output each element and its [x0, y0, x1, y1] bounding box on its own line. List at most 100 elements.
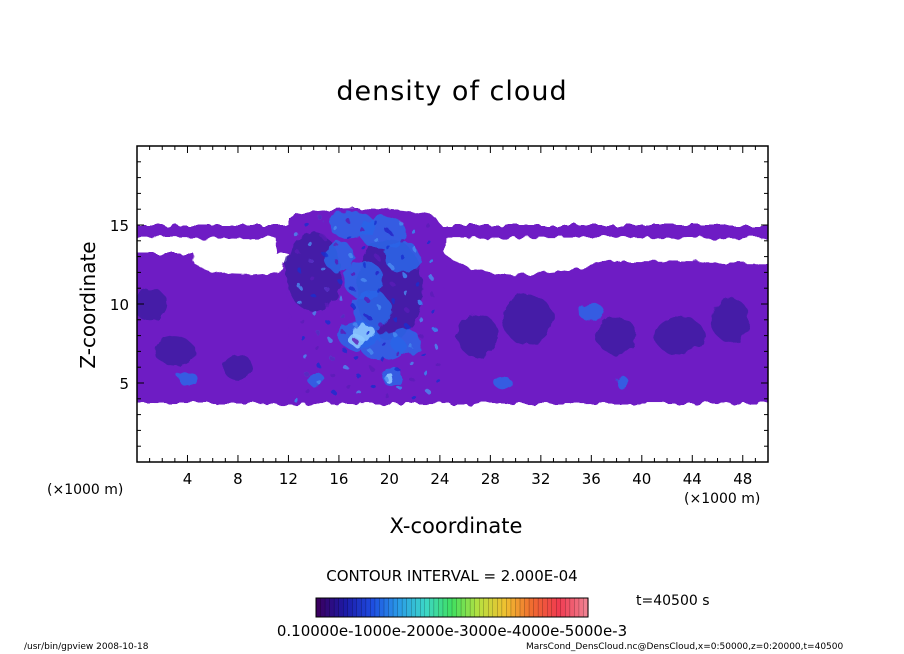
core-speckle — [321, 251, 326, 256]
colorbar-swatch — [438, 598, 444, 617]
colorbar-swatch — [510, 598, 517, 617]
core-speckle — [307, 241, 313, 247]
core-speckle — [404, 308, 410, 313]
core-speckle — [326, 320, 332, 326]
core-speckle — [300, 319, 305, 324]
core-speckle — [373, 237, 378, 242]
core-speckle — [358, 391, 363, 397]
core-speckle — [361, 262, 367, 267]
core-speckle — [330, 372, 335, 378]
core-speckle — [411, 395, 416, 400]
core-speckle — [360, 244, 366, 250]
low-density-patch — [596, 316, 637, 355]
colorbar-swatch — [560, 598, 566, 617]
core-speckle — [365, 314, 371, 319]
core-speckle — [343, 365, 348, 370]
colorbar-swatch — [569, 598, 575, 617]
colorbar-swatch — [529, 598, 535, 617]
core-speckle — [310, 276, 315, 281]
core-speckle — [331, 390, 337, 395]
y-axis-label: Z-coordinate — [76, 241, 100, 369]
colorbar-swatch — [420, 598, 426, 617]
colorbar-swatch — [325, 598, 331, 617]
colorbar-swatch — [465, 598, 471, 617]
core-speckle — [425, 222, 430, 228]
core-speckle — [325, 303, 330, 308]
colorbar-swatch — [542, 598, 548, 617]
core-speckle — [372, 219, 377, 225]
x-tick-label: 32 — [531, 470, 550, 488]
colorbar-swatch — [547, 598, 553, 617]
colorbar-swatch — [483, 598, 489, 617]
core-speckle — [295, 249, 300, 255]
colorbar-swatch — [524, 598, 530, 617]
x-tick-label: 40 — [632, 470, 651, 488]
colorbar-swatch — [429, 598, 435, 617]
core-speckle — [297, 284, 302, 289]
core-speckle — [293, 232, 299, 237]
colorbar-swatch — [574, 598, 580, 617]
core-speckle — [436, 379, 441, 384]
core-speckle — [382, 358, 387, 364]
colorbar-swatch — [361, 598, 367, 617]
core-speckle — [433, 344, 439, 349]
colorbar-swatch — [556, 598, 562, 617]
core-speckle — [311, 293, 316, 299]
core-speckle — [422, 369, 427, 375]
core-speckle — [345, 218, 350, 223]
core-speckle — [302, 353, 308, 359]
core-speckle — [349, 270, 354, 275]
colorbar-swatch — [316, 598, 322, 617]
colorbar-swatch — [424, 598, 430, 617]
colorbar-swatch — [402, 598, 408, 617]
core-speckle — [388, 263, 393, 269]
colorbar-labels: 0.10000e-1000e-2000e-3000e-4000e-5000e-3 — [277, 622, 627, 640]
core-speckle — [341, 347, 347, 353]
colorbar-swatch — [583, 598, 589, 617]
high-density-patch — [616, 376, 630, 390]
low-density-patch — [154, 337, 196, 366]
core-speckle — [317, 380, 323, 386]
colorbar-swatch — [515, 598, 521, 617]
x-unit-right: (×1000 m) — [684, 491, 761, 507]
core-speckle — [353, 322, 358, 327]
colorbar-swatch — [334, 598, 340, 617]
y-tick-label: 5 — [119, 375, 129, 393]
colorbar: 0.10000e-1000e-2000e-3000e-4000e-5000e-3 — [277, 597, 627, 640]
colorbar-swatch — [551, 598, 557, 617]
x-tick-label: 48 — [733, 470, 752, 488]
core-speckle — [339, 312, 344, 318]
colorbar-swatch — [415, 598, 421, 617]
core-speckle — [336, 278, 342, 283]
clear-gap — [193, 253, 289, 275]
core-speckle — [312, 311, 318, 316]
core-speckle — [403, 290, 409, 296]
core-speckle — [396, 368, 401, 373]
x-axis-label: X-coordinate — [389, 514, 523, 538]
clear-gap — [137, 237, 276, 254]
core-speckle — [296, 267, 301, 272]
colorbar-swatch — [442, 598, 449, 617]
core-speckle — [332, 225, 338, 231]
x-tick-label: 12 — [279, 470, 298, 488]
core-speckle — [319, 216, 324, 221]
colorbar-swatch — [452, 598, 458, 617]
core-speckle — [329, 355, 334, 360]
core-speckle — [435, 361, 440, 367]
core-speckle — [344, 382, 349, 387]
colorbar-swatch — [533, 598, 539, 617]
core-speckle — [292, 396, 297, 401]
colorbar-swatch — [379, 598, 385, 617]
core-speckle — [367, 331, 372, 337]
core-speckle — [420, 334, 425, 340]
x-tick-label: 8 — [233, 470, 243, 488]
core-speckle — [385, 229, 391, 234]
core-speckle — [414, 265, 420, 270]
colorbar-swatch — [411, 598, 417, 617]
colorbar-frame — [315, 597, 589, 618]
colorbar-swatch — [488, 598, 494, 617]
core-speckle — [368, 349, 373, 354]
high-density-patch — [352, 289, 391, 331]
core-speckle — [397, 385, 402, 390]
colorbar-swatch — [456, 598, 462, 617]
